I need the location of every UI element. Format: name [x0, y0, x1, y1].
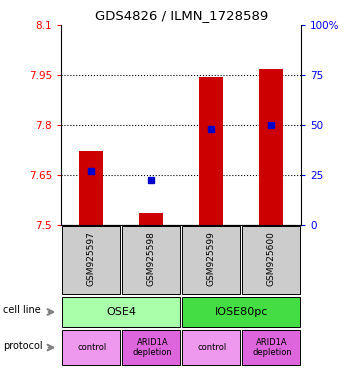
Text: GSM925598: GSM925598	[147, 231, 156, 286]
Bar	[62, 330, 120, 365]
Text: protocol: protocol	[3, 341, 43, 351]
Bar	[182, 330, 240, 365]
Text: control: control	[198, 343, 227, 352]
Bar	[182, 297, 300, 327]
Bar	[242, 226, 300, 294]
Bar	[259, 69, 283, 225]
Text: ARID1A
depletion: ARID1A depletion	[252, 338, 292, 357]
Text: cell line: cell line	[3, 305, 41, 315]
Text: ARID1A
depletion: ARID1A depletion	[133, 338, 172, 357]
Bar	[62, 297, 180, 327]
Bar	[122, 330, 180, 365]
Text: GSM925600: GSM925600	[267, 231, 275, 286]
Bar	[199, 76, 223, 225]
Bar	[139, 213, 163, 225]
Text: OSE4: OSE4	[106, 307, 136, 317]
Text: GSM925599: GSM925599	[206, 231, 216, 286]
Bar	[242, 330, 300, 365]
Title: GDS4826 / ILMN_1728589: GDS4826 / ILMN_1728589	[94, 9, 268, 22]
Bar	[62, 226, 120, 294]
Bar	[122, 226, 180, 294]
Text: GSM925597: GSM925597	[87, 231, 96, 286]
Text: control: control	[78, 343, 107, 352]
Bar	[182, 226, 240, 294]
Text: IOSE80pc: IOSE80pc	[215, 307, 268, 317]
Bar	[79, 151, 103, 225]
